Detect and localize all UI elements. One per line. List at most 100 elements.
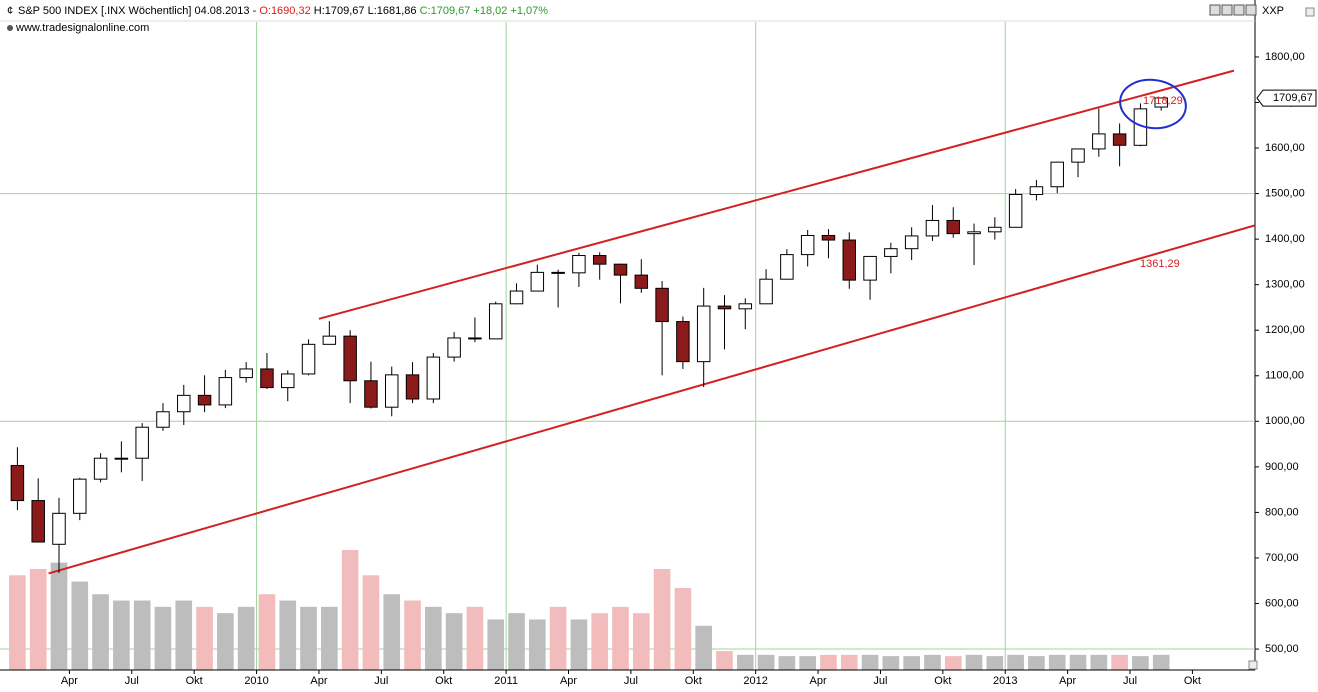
candle-body (239, 368, 253, 379)
volume-bar (50, 562, 68, 670)
volume-bar (549, 606, 567, 670)
y-tick-label: 1500,00 (1265, 187, 1305, 199)
candle-body (447, 337, 461, 358)
volume-bar (71, 581, 89, 670)
volume-bar (404, 600, 421, 670)
candle-body (780, 254, 794, 280)
candle-body (364, 380, 378, 408)
volume-bar (113, 600, 130, 670)
candle-body (468, 337, 482, 340)
candle-body (1071, 148, 1085, 163)
candle-body (613, 263, 628, 276)
candle-body (530, 271, 545, 292)
x-tick-label: Apr (810, 675, 827, 687)
volume-bar (1152, 654, 1170, 670)
candle-body (488, 303, 503, 340)
candle-body (405, 374, 420, 400)
channel-line (318, 69, 1235, 320)
volume-bar (300, 606, 317, 670)
y-tick-label: 1600,00 (1265, 142, 1305, 154)
highlight-circle (1119, 78, 1187, 130)
x-tick-label: Okt (685, 675, 702, 687)
volume-bar (445, 613, 463, 670)
window-buttons[interactable] (1209, 4, 1257, 16)
candle-body (197, 394, 212, 406)
candle-body (509, 290, 524, 305)
volume-bar (154, 606, 172, 670)
volume-bar (466, 606, 484, 670)
candle-body (884, 248, 898, 257)
x-tick-label: 2011 (494, 675, 518, 687)
volume-bar (986, 656, 1004, 670)
volume-bar (383, 594, 401, 670)
y-tick-label: 1300,00 (1265, 279, 1305, 291)
annotation-lower: 1361,29 (1140, 258, 1180, 270)
header-title: S&P 500 INDEX [.INX Wöchentlich] 04.08.2… (18, 5, 257, 17)
scroll-button[interactable] (1305, 7, 1315, 17)
candle-body (10, 464, 25, 502)
volume-bar (716, 651, 733, 670)
volume-bar (1069, 654, 1087, 670)
volume-bar (1090, 654, 1108, 670)
price-badge-label: 1709,67 (1273, 92, 1313, 104)
candle-body (655, 287, 669, 323)
volume-bar (903, 656, 920, 670)
y-tick-label: 1200,00 (1265, 324, 1305, 336)
candle-body (281, 373, 295, 389)
candle-body (551, 271, 565, 274)
x-tick-label: Jul (624, 675, 638, 687)
volume-bar (341, 550, 359, 670)
candle-body (1008, 193, 1023, 228)
volume-bar (778, 656, 796, 670)
volume-bar (425, 606, 442, 670)
x-tick-label: Okt (934, 675, 951, 687)
y-tick-label: 900,00 (1265, 461, 1299, 473)
candle-body (177, 394, 191, 413)
volume-bar (882, 656, 900, 670)
volume-bar (840, 654, 858, 670)
x-tick-label: Apr (1059, 675, 1076, 687)
button-close[interactable] (1245, 4, 1257, 16)
candle-body (135, 426, 149, 459)
x-tick-label: Jul (873, 675, 887, 687)
header-close: C:1709,67 +18,02 +1,07% (420, 5, 549, 17)
y-tick-label: 1800,00 (1265, 51, 1305, 63)
candle-body (759, 278, 773, 305)
y-tick-label: 1100,00 (1265, 370, 1304, 382)
candle-body (946, 219, 960, 235)
x-tick-label: Okt (186, 675, 203, 687)
candle-body (904, 235, 919, 250)
candle-body (1112, 133, 1127, 146)
button-restore[interactable] (1233, 4, 1245, 16)
candle-body (301, 343, 316, 375)
candle-body (863, 255, 877, 281)
volume-bar (632, 613, 650, 670)
annotation-upper: 1718,29 (1143, 95, 1183, 107)
resize-handle[interactable] (1248, 660, 1258, 670)
volume-bar (570, 619, 588, 670)
volume-bar (29, 568, 47, 670)
volume-bar (528, 619, 546, 670)
volume-bar (674, 587, 692, 670)
volume-bar (321, 606, 338, 670)
candle-body (717, 305, 732, 310)
volume-bar (175, 600, 193, 670)
candle-body (52, 512, 66, 545)
button-next[interactable] (1221, 4, 1233, 16)
x-tick-label: Apr (61, 675, 78, 687)
volume-bar (965, 654, 983, 670)
candle-body (31, 500, 45, 543)
y-tick-label: 1400,00 (1265, 233, 1305, 245)
volume-bar (653, 568, 671, 670)
y-tick-label: 800,00 (1265, 506, 1299, 518)
x-tick-label: 2012 (743, 675, 767, 687)
button-prev[interactable] (1209, 4, 1221, 16)
candle-body (1154, 97, 1168, 108)
x-tick-label: Okt (1184, 675, 1201, 687)
y-tick-label: 700,00 (1265, 552, 1299, 564)
x-tick-label: Jul (374, 675, 388, 687)
volume-bar (1111, 654, 1128, 670)
candle-body (988, 226, 1002, 233)
x-tick-label: Jul (125, 675, 139, 687)
